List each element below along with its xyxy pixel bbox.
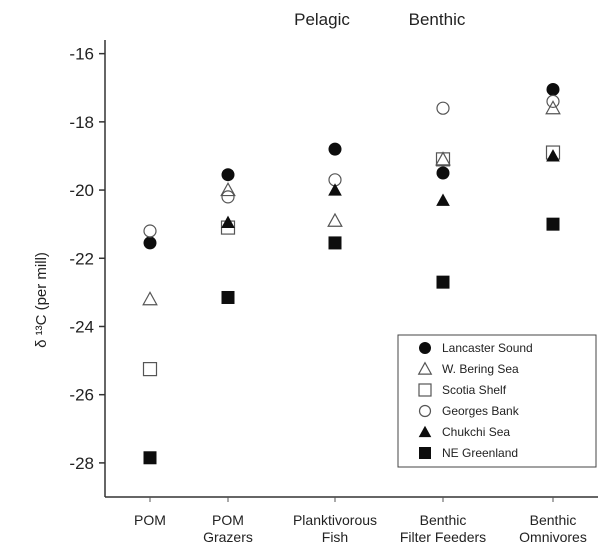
point-w-bering-sea [220,181,236,197]
legend-marker-ne-greenland [419,447,431,459]
legend-label: Chukchi Sea [442,425,510,439]
x-category-label: Planktivorous [293,512,377,528]
y-tick-label: -24 [69,317,94,336]
y-ticks: -16 -18 -20 -22 -24 -26 -28 [69,45,105,473]
legend-label: Lancaster Sound [442,341,533,355]
y-tick-label: -28 [69,454,94,473]
point-lancaster-sound [143,236,157,250]
y-tick-label: -16 [69,45,94,64]
point-georges-bank [143,224,157,238]
point-lancaster-sound [436,166,450,180]
x-category-label: Benthic [420,512,467,528]
y-tick-label: -18 [69,113,94,132]
y-axis-label: δ ¹³C (per mill) [33,252,50,348]
legend-label: Scotia Shelf [442,383,507,397]
x-category-label: Omnivores [519,529,587,545]
axes [104,40,598,498]
x-category-label: Benthic [530,512,577,528]
point-chukchi-sea [221,215,235,228]
point-georges-bank [436,101,450,115]
x-category-label: POM [212,512,244,528]
point-lancaster-sound [328,142,342,156]
point-ne-greenland [546,217,560,231]
point-ne-greenland [436,275,450,289]
point-w-bering-sea [435,151,451,166]
legend-box [397,334,597,468]
point-georges-bank [546,94,560,108]
point-lancaster-sound [221,168,235,182]
x-category-label: Filter Feeders [400,529,486,545]
point-w-bering-sea [327,212,343,227]
top-label-benthic: Benthic [409,10,466,29]
y-tick-label: -26 [69,386,94,405]
x-category-label: POM [134,512,166,528]
point-chukchi-sea [546,149,560,162]
point-w-bering-sea [545,100,561,115]
point-ne-greenland [143,451,157,465]
legend-marker-georges-bank [418,404,432,418]
legend-marker-w-bering-sea [417,361,433,375]
legend-marker-lancaster-sound [419,342,431,354]
legend-label: Georges Bank [442,404,520,418]
y-tick-label: -20 [69,181,94,200]
y-tick-label: -22 [69,249,94,268]
legend-label: W. Bering Sea [442,362,519,376]
data-points [142,82,561,465]
point-georges-bank [221,190,235,204]
point-chukchi-sea [328,183,342,196]
x-category-label: Fish [322,529,348,545]
point-scotia-shelf [435,152,451,167]
legend: Lancaster Sound W. Bering Sea Scotia Shelf… [397,334,597,468]
point-w-bering-sea [142,291,158,306]
point-chukchi-sea [436,193,450,206]
x-categories: POM POMGrazersPlanktivorousFishBenthicFil… [134,497,587,545]
point-ne-greenland [221,290,235,304]
point-lancaster-sound [546,82,560,96]
legend-label: NE Greenland [442,446,518,460]
point-ne-greenland [328,236,342,250]
x-category-label: Grazers [203,529,253,545]
top-label-pelagic: Pelagic [294,10,350,29]
point-scotia-shelf [142,362,158,377]
legend-marker-chukchi-sea [418,425,432,438]
legend-marker-scotia-shelf [418,383,432,397]
